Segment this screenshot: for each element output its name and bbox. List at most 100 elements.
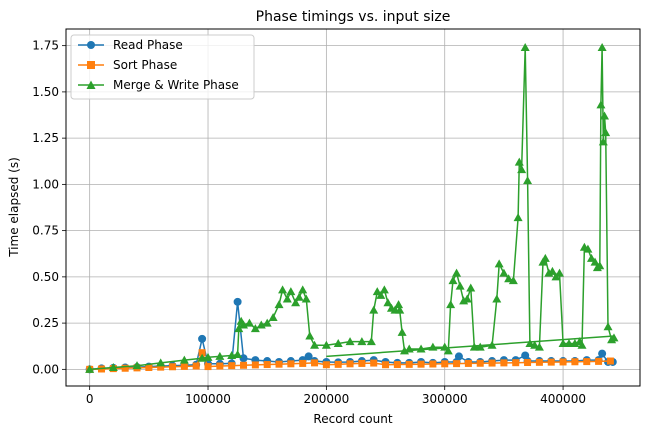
read-phase-line (89, 301, 613, 371)
data-point (525, 338, 535, 347)
data-point (274, 300, 284, 309)
y-tick-label: 0.50 (32, 270, 59, 284)
data-point (599, 111, 609, 120)
data-point (476, 359, 484, 367)
data-point (372, 287, 382, 296)
legend-box (70, 34, 255, 100)
data-point (180, 362, 188, 370)
data-point (192, 362, 200, 370)
data-point (203, 352, 213, 361)
legend-entry-read: Read Phase (78, 38, 183, 52)
data-point (454, 352, 463, 361)
data-point (547, 358, 555, 366)
y-tick-label: 0.75 (32, 224, 59, 238)
data-point (564, 338, 574, 347)
data-point (595, 357, 603, 365)
data-point (504, 274, 514, 283)
data-point (282, 294, 292, 303)
merge-trend-line (326, 335, 615, 358)
data-point (475, 342, 485, 351)
data-point (366, 337, 376, 346)
y-tick-label: 1.50 (32, 85, 59, 99)
data-point (452, 268, 462, 277)
data-point (239, 354, 248, 363)
data-point (514, 157, 524, 166)
data-point (334, 360, 342, 368)
data-point (228, 362, 236, 370)
data-point (310, 340, 320, 349)
data-point (233, 297, 242, 306)
data-point (455, 281, 465, 290)
data-point (233, 350, 243, 359)
grid-layer (66, 29, 640, 386)
y-tick-label: 1.25 (32, 131, 59, 145)
data-point (453, 360, 461, 368)
data-point (369, 305, 379, 314)
sort-phase-line (89, 350, 611, 371)
data-point (321, 340, 331, 349)
legend-marker-circle (87, 41, 95, 49)
data-point (558, 338, 568, 347)
data-point (298, 285, 308, 294)
data-point (540, 253, 550, 262)
data-point (322, 361, 330, 369)
data-point (250, 324, 260, 333)
data-point (397, 327, 407, 336)
data-point (145, 364, 153, 372)
data-point (395, 305, 405, 314)
data-point (275, 360, 283, 368)
data-point (287, 360, 295, 368)
data-point (346, 360, 354, 368)
x-tick-label: 200000 (303, 392, 349, 406)
data-point (216, 362, 224, 370)
data-point (132, 361, 142, 370)
data-point (179, 355, 189, 364)
data-point (464, 359, 472, 367)
data-point (523, 176, 533, 185)
data-point (301, 294, 311, 303)
data-point (441, 360, 449, 368)
data-point (263, 361, 271, 369)
data-point (583, 244, 593, 253)
data-point (609, 333, 619, 342)
data-point (169, 363, 177, 371)
legend-marker-square (87, 61, 95, 69)
data-point (376, 290, 386, 299)
data-point (294, 292, 304, 301)
data-point (596, 100, 606, 109)
data-point (215, 351, 225, 360)
y-tick-label: 0.00 (32, 362, 59, 376)
y-tick-label: 1.00 (32, 177, 59, 191)
data-point (512, 359, 520, 367)
data-point (299, 359, 307, 367)
data-point (333, 338, 343, 347)
data-point (601, 128, 611, 137)
data-point (357, 337, 367, 346)
data-point (494, 259, 504, 268)
data-point (535, 358, 543, 366)
y-axis-label: Time elapsed (s) (7, 157, 21, 258)
plot-frame (65, 28, 641, 387)
legend-entry-sort: Sort Phase (78, 58, 177, 72)
data-point (586, 253, 596, 262)
legend-marker-triangle (86, 80, 96, 89)
data-point (234, 324, 244, 333)
data-point (85, 364, 95, 373)
data-point (268, 313, 278, 322)
data-point (382, 361, 390, 369)
data-point (597, 42, 607, 51)
data-point (595, 261, 605, 270)
series-sort-phase (86, 349, 614, 373)
data-point (517, 165, 527, 174)
legend-label-sort: Sort Phase (113, 58, 177, 72)
data-point (244, 318, 254, 327)
data-point (305, 331, 315, 340)
data-point (488, 359, 496, 367)
y-tick-label: 0.25 (32, 316, 59, 330)
data-point (508, 276, 518, 285)
data-point (304, 352, 313, 361)
data-point (448, 276, 458, 285)
data-point (383, 298, 393, 307)
data-point (534, 342, 544, 351)
